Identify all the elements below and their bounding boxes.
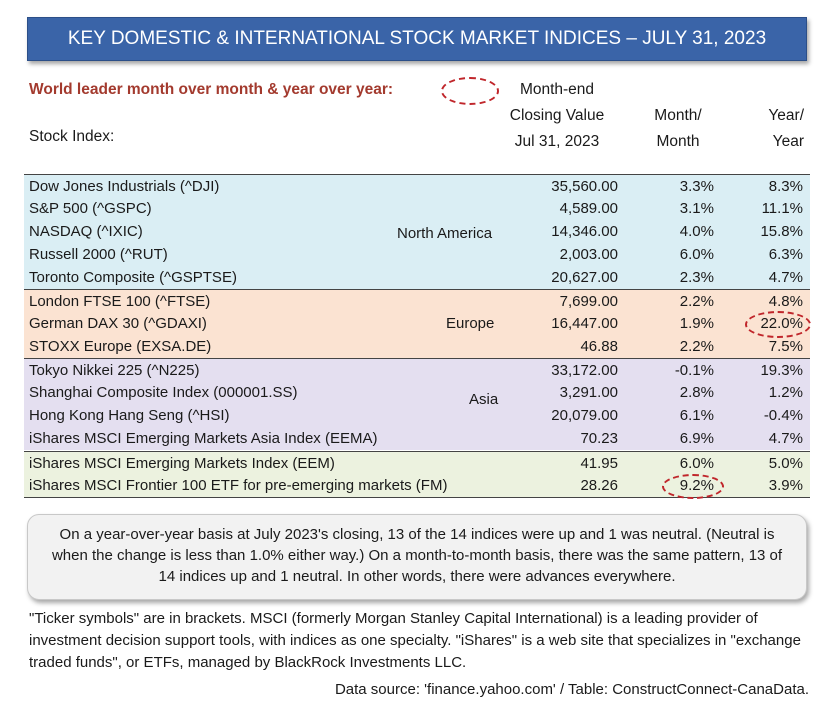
month-change: 2.3% <box>679 269 714 286</box>
world-leader-mm-highlight <box>662 474 724 499</box>
closing-value: 33,172.00 <box>551 362 618 379</box>
index-name: iShares MSCI Frontier 100 ETF for pre-em… <box>29 477 448 494</box>
header-mm-line2: Month <box>656 133 700 150</box>
table-row: Toronto Composite (^GSPTSE) 20,627.00 2.… <box>24 266 810 289</box>
header-mm-line1: Month/ <box>654 107 702 124</box>
month-change: 1.9% <box>679 315 714 332</box>
table-row: London FTSE 100 (^FTSE) 7,699.00 2.2% 4.… <box>24 289 810 312</box>
table-row: Tokyo Nikkei 225 (^N225) 33,172.00 -0.1%… <box>24 358 810 381</box>
header-month-over-month: Month/ Month <box>640 103 716 155</box>
year-change: 4.8% <box>768 293 803 310</box>
closing-value: 4,589.00 <box>559 200 618 217</box>
year-change: -0.4% <box>763 407 803 424</box>
index-name: STOXX Europe (EXSA.DE) <box>29 338 212 355</box>
closing-value: 20,627.00 <box>551 269 618 286</box>
year-change: 6.3% <box>768 246 803 263</box>
table-row: German DAX 30 (^GDAXI) 16,447.00 1.9% 22… <box>24 312 810 335</box>
table-row: iShares MSCI Emerging Markets Index (EEM… <box>24 451 810 474</box>
header-closing-line1: Month-end <box>519 81 595 98</box>
header-closing-line2: Closing Value <box>509 107 605 124</box>
index-name: Hong Kong Hang Seng (^HSI) <box>29 407 230 424</box>
month-change: 3.1% <box>679 200 714 217</box>
header-stock-index: Stock Index: <box>29 128 115 145</box>
region-label-north-america: North America <box>397 225 493 242</box>
closing-value: 16,447.00 <box>551 315 618 332</box>
year-change: 11.1% <box>761 200 803 217</box>
summary-note: On a year-over-year basis at July 2023's… <box>27 514 807 600</box>
month-change: 6.1% <box>679 407 714 424</box>
world-leader-yy-highlight <box>745 311 811 338</box>
month-change: 3.3% <box>679 178 714 195</box>
closing-value: 41.95 <box>580 455 618 472</box>
closing-value: 2,003.00 <box>559 246 618 263</box>
table-row: Russell 2000 (^RUT) 2,003.00 6.0% 6.3% <box>24 243 810 266</box>
table-row: Hong Kong Hang Seng (^HSI) 20,079.00 6.1… <box>24 404 810 427</box>
month-change: 6.9% <box>679 430 714 447</box>
data-source: Data source: 'finance.yahoo.com' / Table… <box>334 681 809 698</box>
table-row: Dow Jones Industrials (^DJI) 35,560.00 3… <box>24 174 810 197</box>
closing-value: 28.26 <box>580 477 618 494</box>
closing-value: 7,699.00 <box>559 293 618 310</box>
header-closing-line3: Jul 31, 2023 <box>514 133 600 150</box>
world-leader-legend-marker <box>441 77 499 105</box>
month-change: 2.2% <box>679 338 714 355</box>
index-name: S&P 500 (^GSPC) <box>29 200 152 217</box>
index-name: London FTSE 100 (^FTSE) <box>29 293 211 310</box>
table-row: Shanghai Composite Index (000001.SS) 3,2… <box>24 381 810 404</box>
header-year-over-year: Year/ Year <box>740 103 804 155</box>
month-change: 6.0% <box>679 246 714 263</box>
table-row: STOXX Europe (EXSA.DE) 46.88 2.2% 7.5% <box>24 335 810 358</box>
month-change: 4.0% <box>679 223 714 240</box>
year-change: 5.0% <box>768 455 803 472</box>
year-change: 19.3% <box>760 362 803 379</box>
header-yy-line1: Year/ <box>768 107 804 124</box>
index-name: iShares MSCI Emerging Markets Asia Index… <box>29 430 378 447</box>
table-row: NASDAQ (^IXIC) 14,346.00 4.0% 15.8% <box>24 220 810 243</box>
closing-value: 3,291.00 <box>559 384 618 401</box>
year-change: 15.8% <box>760 223 803 240</box>
footnote: "Ticker symbols" are in brackets. MSCI (… <box>29 610 801 671</box>
year-change: 3.9% <box>768 477 803 494</box>
index-name: Shanghai Composite Index (000001.SS) <box>29 384 298 401</box>
closing-value: 20,079.00 <box>551 407 618 424</box>
year-change: 7.5% <box>768 338 803 355</box>
year-change: 4.7% <box>768 430 803 447</box>
header-yy-line2: Year <box>772 133 804 150</box>
closing-value: 70.23 <box>580 430 618 447</box>
month-change: 6.0% <box>679 455 714 472</box>
closing-value: 14,346.00 <box>551 223 618 240</box>
index-name: Russell 2000 (^RUT) <box>29 246 168 263</box>
year-change: 8.3% <box>768 178 803 195</box>
month-change: 2.8% <box>679 384 714 401</box>
index-name: Tokyo Nikkei 225 (^N225) <box>29 362 200 379</box>
index-name: Toronto Composite (^GSPTSE) <box>29 269 237 286</box>
index-name: Dow Jones Industrials (^DJI) <box>29 178 220 195</box>
table-row: iShares MSCI Emerging Markets Asia Index… <box>24 427 810 450</box>
year-change: 1.2% <box>768 384 803 401</box>
header-closing-value: Month-end Closing Value Jul 31, 2023 <box>490 77 624 155</box>
closing-value: 46.88 <box>580 338 618 355</box>
index-name: iShares MSCI Emerging Markets Index (EEM… <box>29 455 335 472</box>
month-change: -0.1% <box>674 362 714 379</box>
month-change: 2.2% <box>679 293 714 310</box>
page-title: KEY DOMESTIC & INTERNATIONAL STOCK MARKE… <box>27 17 807 61</box>
region-label-asia: Asia <box>469 391 499 408</box>
table-row: S&P 500 (^GSPC) 4,589.00 3.1% 11.1% <box>24 197 810 220</box>
index-name: NASDAQ (^IXIC) <box>29 223 143 240</box>
index-name: German DAX 30 (^GDAXI) <box>29 315 207 332</box>
region-label-europe: Europe <box>446 315 495 332</box>
world-leader-label: World leader month over month & year ove… <box>29 81 394 98</box>
closing-value: 35,560.00 <box>551 178 618 195</box>
year-change: 4.7% <box>768 269 803 286</box>
